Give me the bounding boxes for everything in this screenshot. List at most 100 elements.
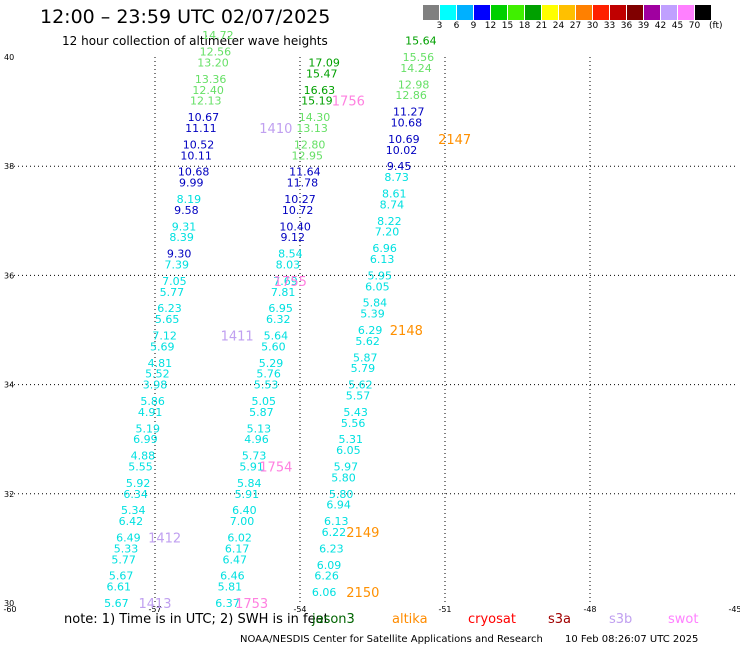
wave-height-value: 5.80 <box>331 471 356 484</box>
y-tick-label: 32 <box>4 490 14 499</box>
wave-height-value: 6.05 <box>365 280 390 293</box>
wave-height-value: 5.29 <box>259 357 284 370</box>
wave-height-value: 5.19 <box>136 422 161 435</box>
mission-jason3: jason3 <box>312 612 355 627</box>
colorbar-label: 27 <box>569 21 582 31</box>
wave-height-value: 5.13 <box>247 422 272 435</box>
wave-height-value: 5.57 <box>346 390 371 403</box>
colorbar-label: 24 <box>552 21 565 31</box>
wave-height-value: 8.22 <box>377 215 402 228</box>
colorbar-label: 70 <box>688 21 701 31</box>
wave-height-value: 5.76 <box>256 368 281 381</box>
wave-height-value: 17.09 <box>308 56 340 69</box>
wave-height-value: 10.11 <box>180 149 212 162</box>
colorbar-swatch <box>644 5 661 20</box>
wave-height-value: 14.72 <box>202 29 234 42</box>
y-tick-label: 34 <box>4 381 14 390</box>
wave-height-value: 5.95 <box>368 269 393 282</box>
wave-height-value: 16.63 <box>304 84 336 97</box>
wave-height-value: 6.94 <box>326 499 351 512</box>
pass-label: 1755 <box>274 275 307 290</box>
wave-height-value: 8.54 <box>278 248 303 261</box>
wave-height-value: 12.98 <box>398 78 430 91</box>
colorbar-label: 3 <box>436 21 443 31</box>
wave-height-value: 11.27 <box>393 106 425 119</box>
wave-height-value: 5.87 <box>353 351 378 364</box>
wave-height-value: 10.68 <box>391 117 423 130</box>
colorbar-swatch <box>525 5 542 20</box>
colorbar-label: 18 <box>518 21 531 31</box>
wave-height-value: 5.77 <box>160 286 185 299</box>
wave-height-value: 11.11 <box>185 122 217 135</box>
pass-label: 2150 <box>346 586 379 601</box>
wave-height-value: 5.55 <box>128 461 153 474</box>
footer-timestamp: 10 Feb 08:26:07 UTC 2025 <box>565 634 699 645</box>
wave-height-value: 5.77 <box>111 553 136 566</box>
wave-height-value: 5.53 <box>254 379 279 392</box>
wave-height-value: 14.30 <box>299 111 331 124</box>
wave-height-value: 12.86 <box>395 89 427 102</box>
wave-height-value: 5.52 <box>145 368 170 381</box>
colorbar-swatch <box>576 5 593 20</box>
wave-height-value: 7.00 <box>230 515 255 528</box>
colorbar-swatch <box>593 5 610 20</box>
wave-height-value: 5.86 <box>140 395 165 408</box>
colorbar-label: 9 <box>470 21 477 31</box>
wave-height-value: 6.40 <box>232 504 257 517</box>
wave-height-value: 10.72 <box>282 204 314 217</box>
wave-height-value: 5.31 <box>339 433 364 446</box>
wave-height-value: 11.78 <box>287 177 319 190</box>
wave-height-value: 13.20 <box>197 56 229 69</box>
pass-label: 1411 <box>221 329 254 344</box>
colorbar-labels: 3 6 9 12 15 18 21 24 27 30 33 36 39 42 45 70 <box>423 21 703 31</box>
wave-height-value: 8.74 <box>380 198 405 211</box>
wave-height-value: 10.27 <box>284 193 316 206</box>
wave-height-value: 5.39 <box>360 308 385 321</box>
colorbar-swatch <box>423 5 440 20</box>
wave-height-value: 7.39 <box>165 258 190 271</box>
wave-height-value: 4.88 <box>131 450 156 463</box>
wave-height-value: 4.96 <box>244 433 269 446</box>
wave-height-value: 12.13 <box>190 95 222 108</box>
wave-height-value: 6.06 <box>312 586 337 599</box>
wave-height-value: 5.65 <box>155 313 180 326</box>
colorbar-label: 12 <box>484 21 497 31</box>
wave-height-value: 10.02 <box>386 144 418 157</box>
wave-height-value: 7.81 <box>271 286 296 299</box>
wave-height-value: 5.79 <box>351 362 376 375</box>
wave-height-value: 5.33 <box>114 542 139 555</box>
wave-height-value: 10.67 <box>188 111 220 124</box>
wave-height-value: 6.05 <box>336 444 361 457</box>
wave-height-value: 11.64 <box>289 166 321 179</box>
wave-height-value: 5.84 <box>237 477 262 490</box>
colorbar-swatch <box>508 5 525 20</box>
colorbar-label: 39 <box>637 21 650 31</box>
wave-height-value: 9.31 <box>172 220 197 233</box>
pass-label: 1412 <box>148 531 181 546</box>
wave-height-value: 8.61 <box>382 188 407 201</box>
wave-height-value: 5.97 <box>334 461 359 474</box>
colorbar-swatch <box>678 5 695 20</box>
wave-height-value: 6.37 <box>215 597 240 610</box>
pass-label: 1753 <box>235 597 268 612</box>
y-tick-label: 30 <box>4 599 14 608</box>
wave-height-value: 8.19 <box>177 193 202 206</box>
wave-height-value: 7.20 <box>375 226 400 239</box>
footer-note: note: 1) Time is in UTC; 2) SWH is in fe… <box>64 612 329 627</box>
wave-height-value: 6.34 <box>123 488 148 501</box>
colorbar-swatch <box>440 5 457 20</box>
wave-height-value: 8.03 <box>276 258 301 271</box>
wave-height-value: 9.99 <box>179 177 204 190</box>
mission-altika: altika <box>392 612 428 627</box>
colorbar-label: 36 <box>620 21 633 31</box>
wave-height-value: 15.64 <box>405 35 437 48</box>
wave-height-value: 4.81 <box>148 357 173 370</box>
wave-height-value: 6.42 <box>119 515 144 528</box>
wave-height-value: 5.69 <box>150 340 175 353</box>
wave-height-value: 5.34 <box>121 504 146 517</box>
wave-height-value: 8.39 <box>169 231 194 244</box>
wave-height-value: 10.40 <box>279 220 311 233</box>
colorbar-label: 33 <box>603 21 616 31</box>
x-tick-label: -51 <box>438 605 451 614</box>
wave-height-value: 5.87 <box>249 406 274 419</box>
